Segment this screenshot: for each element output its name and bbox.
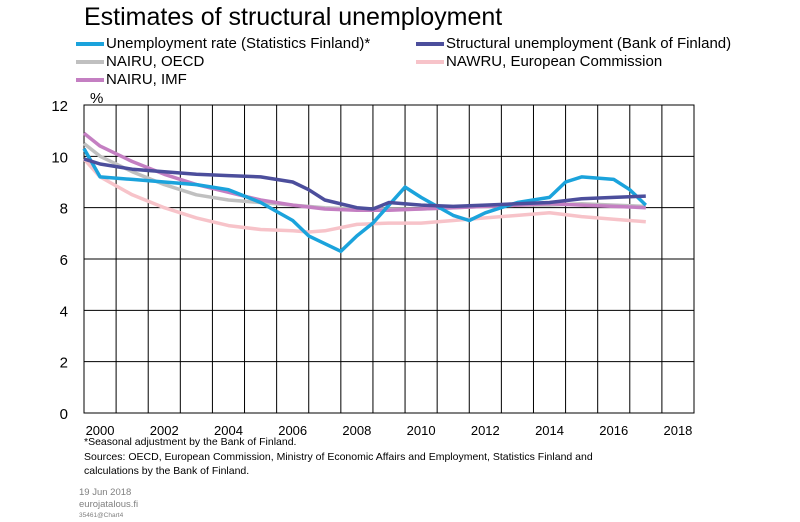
- x-tick-label: 2008: [342, 423, 371, 438]
- legend-item-structural-unemployment: Structural unemployment (Bank of Finland…: [416, 35, 731, 52]
- legend-label: NAIRU, IMF: [106, 71, 187, 88]
- x-tick-label: 2006: [278, 423, 307, 438]
- legend-swatch: [416, 41, 444, 46]
- y-tick-label: 4: [60, 303, 68, 320]
- y-tick-label: 2: [60, 355, 68, 372]
- x-tick-label: 2014: [535, 423, 564, 438]
- legend-swatch: [76, 59, 104, 64]
- legend-swatch: [416, 59, 444, 64]
- y-tick-label: 12: [51, 98, 68, 115]
- legend-swatch: [76, 41, 104, 46]
- sources-note-line2: calculations by the Bank of Finland.: [84, 465, 250, 477]
- chart-title: Estimates of structural unemployment: [84, 3, 503, 31]
- sources-note-line1: Sources: OECD, European Commission, Mini…: [84, 451, 593, 463]
- x-tick-label: 2000: [86, 423, 115, 438]
- chart-legend: Unemployment rate (Statistics Finland)* …: [0, 0, 800, 110]
- x-tick-label: 2016: [599, 423, 628, 438]
- legend-item-nairu-imf: NAIRU, IMF: [76, 71, 187, 88]
- x-tick-label: 2018: [663, 423, 692, 438]
- legend-label: NAIRU, OECD: [106, 53, 205, 70]
- plot-frame: [83, 104, 695, 414]
- footer-site: eurojatalous.fi: [79, 499, 139, 510]
- y-tick-label: 8: [60, 201, 68, 218]
- seasonal-note: *Seasonal adjustment by the Bank of Finl…: [84, 436, 297, 448]
- y-tick-label: 0: [60, 406, 68, 423]
- footer-code: 35461@Chart4: [79, 512, 124, 519]
- series-line-3: [82, 157, 646, 234]
- series-line-1: [83, 157, 646, 211]
- legend-label: Structural unemployment (Bank of Finland…: [446, 35, 732, 52]
- x-tick-label: 2010: [407, 423, 436, 438]
- series-line-0: [82, 147, 648, 254]
- legend-swatch: [76, 77, 104, 82]
- y-tick-label: 6: [60, 252, 68, 269]
- legend-item-nairu-oecd: NAIRU, OECD: [76, 53, 204, 70]
- y-tick-label: 10: [51, 149, 68, 166]
- footer-date: 19 Jun 2018: [79, 487, 132, 498]
- legend-label: Unemployment rate (Statistics Finland)*: [106, 35, 371, 52]
- x-tick-label: 2004: [214, 423, 243, 438]
- legend-item-nawru-ec: NAWRU, European Commission: [416, 53, 662, 70]
- legend-item-unemployment-rate: Unemployment rate (Statistics Finland)*: [76, 35, 370, 52]
- x-tick-label: 2012: [471, 423, 500, 438]
- y-axis-unit-label: %: [90, 90, 103, 107]
- x-tick-label: 2002: [150, 423, 179, 438]
- legend-label: NAWRU, European Commission: [446, 53, 663, 70]
